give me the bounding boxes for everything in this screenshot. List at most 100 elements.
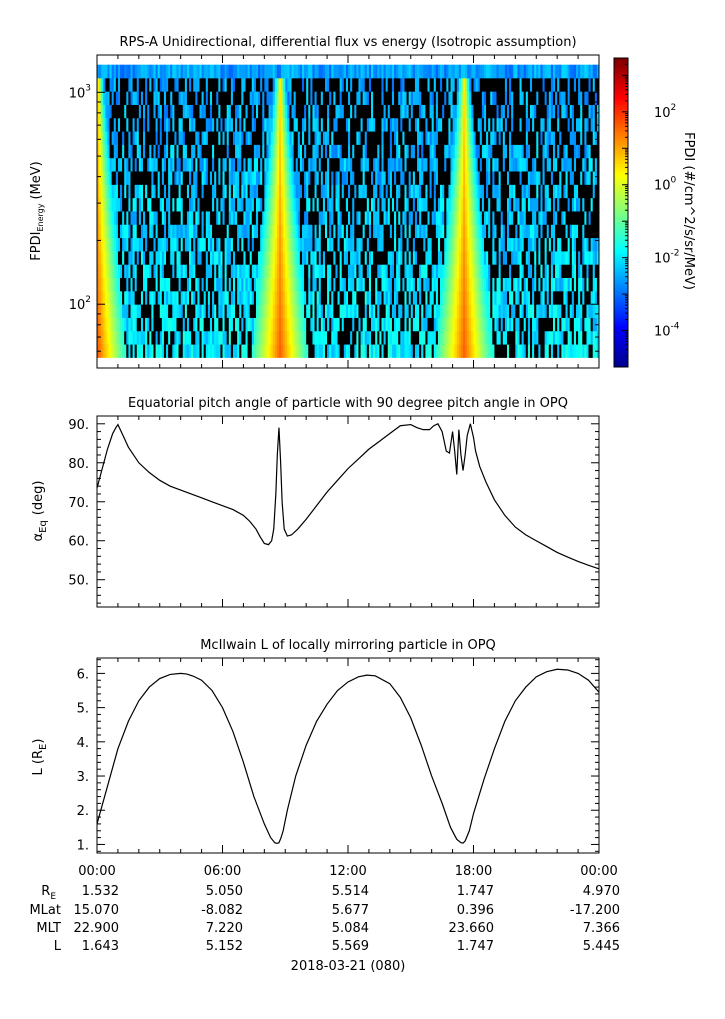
spectrogram-cell	[168, 117, 171, 132]
spectrogram-cell	[299, 131, 303, 145]
spectrogram-cell	[385, 171, 389, 185]
spectrogram-cell	[465, 251, 468, 265]
spectrogram-cell	[237, 344, 240, 358]
spectrogram-cell	[569, 251, 573, 265]
spectrogram-cell	[527, 197, 531, 212]
spectrogram-cell	[278, 291, 282, 305]
spectrogram-cell	[293, 291, 297, 305]
spectrogram-cell	[239, 344, 242, 358]
spectrogram-cell	[159, 317, 163, 332]
spectrogram-cell	[143, 104, 146, 119]
spectrogram-cell	[339, 117, 343, 132]
spectrogram-cell	[189, 344, 192, 358]
spectrogram-cell	[241, 144, 244, 159]
spectrogram-cell	[402, 277, 405, 292]
spectrogram-cell	[130, 277, 133, 292]
spectrogram-cell	[544, 317, 548, 332]
spectrogram-cell	[442, 131, 445, 145]
spectrogram-cell	[371, 104, 374, 119]
spectrogram-cell	[414, 197, 418, 212]
spectrogram-cell	[450, 291, 453, 305]
spectrogram-cell	[578, 317, 581, 332]
spectrogram-cell	[306, 117, 309, 132]
spectrogram-cell	[318, 237, 322, 252]
spectrogram-cell	[538, 344, 541, 358]
spectrogram-cell	[322, 224, 326, 239]
spectrogram-cell	[431, 224, 435, 239]
spectrogram-cell	[189, 144, 192, 159]
spectrogram-cell	[523, 291, 527, 305]
spectrogram-cell	[352, 251, 355, 265]
spectrogram-cell	[239, 117, 242, 132]
spectrogram-cell	[448, 157, 451, 172]
spectrogram-cell	[324, 264, 328, 278]
spectrogram-cell	[521, 330, 525, 345]
spectrogram-cell	[504, 224, 508, 239]
spectrogram-cell	[226, 251, 230, 265]
spectrogram-cell	[239, 157, 242, 172]
spectrogram-cell	[490, 78, 493, 92]
spectrogram-cell	[331, 251, 334, 265]
spectrogram-cell	[322, 344, 326, 358]
spectrogram-cell	[356, 104, 359, 119]
spectrogram-cell	[209, 197, 213, 212]
spectrogram-cell	[157, 144, 161, 159]
spectrogram-cell	[329, 184, 332, 199]
spectrogram-cell	[435, 277, 439, 292]
spectrogram-cell	[450, 171, 453, 185]
spectrogram-cell	[276, 304, 280, 318]
spectrogram-cell	[456, 317, 460, 332]
spectrogram-cell	[245, 184, 248, 199]
spectrogram-cell	[575, 264, 579, 278]
spectrogram-cell	[178, 317, 182, 332]
spectrogram-cell	[320, 157, 324, 172]
spectrogram-cell	[174, 131, 177, 145]
spectrogram-cell	[454, 224, 458, 239]
spectrogram-cell	[274, 264, 278, 278]
spectrogram-cell	[588, 197, 592, 212]
spectrogram-cell	[115, 304, 119, 318]
spectrogram-cell	[97, 184, 100, 199]
spectrogram-cell	[532, 117, 535, 132]
spectrogram-cell	[442, 251, 445, 265]
spectrogram-cell	[383, 224, 387, 239]
spectrogram-cell	[400, 144, 403, 159]
spectrogram-cell	[588, 291, 592, 305]
spectrogram-cell	[147, 144, 150, 159]
spectrogram-cell	[440, 117, 443, 132]
spectrogram-cell	[178, 237, 182, 252]
spectrogram-cell	[193, 251, 196, 265]
spectrogram-cell	[538, 184, 541, 199]
spectrogram-cell	[366, 264, 370, 278]
spectrogram-cell	[260, 251, 263, 265]
spectrogram-cell	[567, 211, 571, 225]
spectrogram-cell	[565, 197, 569, 212]
spectrogram-cell	[429, 184, 433, 199]
spectrogram-cell	[467, 197, 470, 212]
spectrogram-cell	[174, 317, 177, 332]
spectrogram-cell	[479, 131, 483, 145]
spectrogram-cell	[182, 264, 186, 278]
spectrogram-cell	[304, 184, 307, 199]
spectrogram-cell	[496, 291, 499, 305]
spectrogram-cell	[320, 224, 324, 239]
spectrogram-cell	[308, 264, 311, 278]
spectrogram-cell	[216, 104, 219, 119]
spectrogram-cell	[285, 237, 288, 252]
spectrogram-cell	[335, 184, 338, 199]
spectrogram-cell	[513, 304, 516, 318]
spectrogram-cell	[448, 317, 451, 332]
spectrogram-cell	[402, 304, 405, 318]
spectrogram-cell	[381, 277, 384, 292]
spectrogram-cell	[260, 264, 263, 278]
spectrogram-cell	[299, 157, 303, 172]
spectrogram-cell	[481, 157, 485, 172]
spectrogram-cell	[287, 131, 290, 145]
spectrogram-cell	[348, 157, 351, 172]
spectrogram-cell	[536, 264, 539, 278]
spectrogram-cell	[293, 131, 297, 145]
spectrogram-cell	[224, 104, 228, 119]
spectrogram-cell	[368, 104, 372, 119]
spectrogram-cell	[159, 157, 163, 172]
spectrogram-cell	[483, 91, 487, 105]
